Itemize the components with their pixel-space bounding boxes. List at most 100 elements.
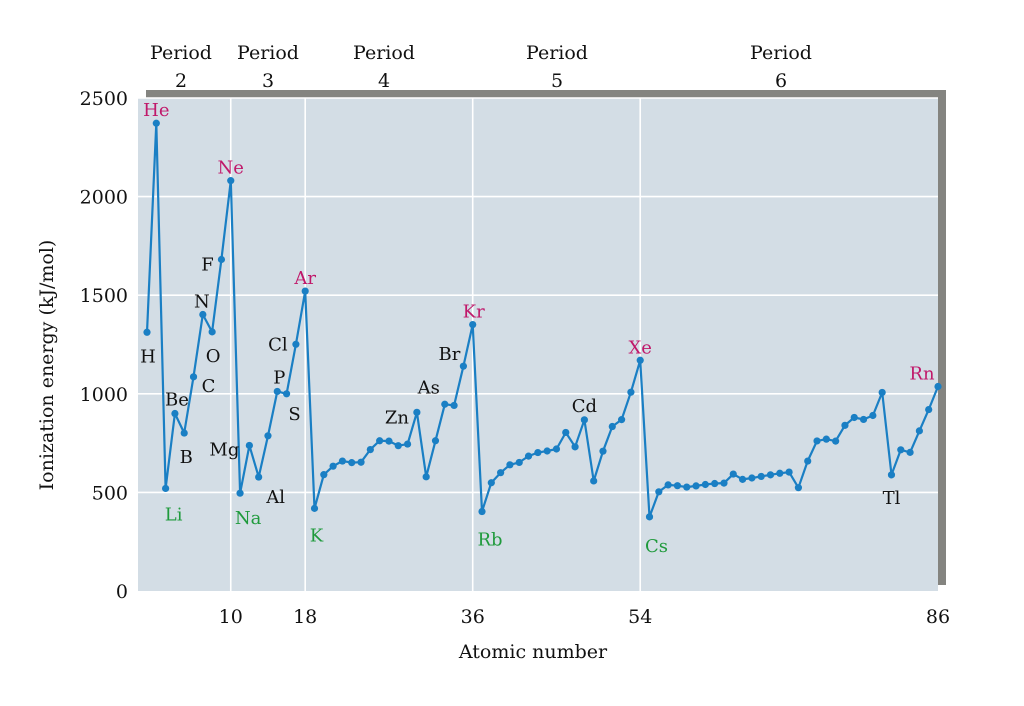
data-point xyxy=(273,387,281,396)
x-tick-label: 10 xyxy=(219,606,243,628)
data-point xyxy=(450,401,458,410)
element-label-ar: Ar xyxy=(293,268,316,289)
data-point xyxy=(329,462,337,470)
period-label-number: 2 xyxy=(175,70,187,92)
element-label-al: Al xyxy=(265,487,285,508)
data-point xyxy=(376,437,384,445)
data-point xyxy=(692,482,700,490)
data-point xyxy=(320,471,328,479)
data-point xyxy=(403,440,412,448)
element-label-he: He xyxy=(143,100,169,121)
data-point xyxy=(217,255,226,264)
data-point xyxy=(366,446,374,454)
data-point xyxy=(701,480,709,489)
element-label-c: C xyxy=(202,376,216,397)
data-point xyxy=(804,457,812,465)
data-point xyxy=(869,411,877,420)
period-label-number: 6 xyxy=(775,70,787,92)
element-label-li: Li xyxy=(165,504,183,525)
plot-background-layer xyxy=(138,90,946,591)
period-label-number: 4 xyxy=(378,70,390,92)
data-point xyxy=(571,443,579,451)
data-point xyxy=(431,437,440,445)
y-tick-label: 500 xyxy=(92,482,128,504)
y-tick-label: 2500 xyxy=(80,88,128,110)
axes-layer: Atomic number Ionization energy (kJ/mol)… xyxy=(36,88,950,663)
data-point xyxy=(841,421,849,429)
element-label-be: Be xyxy=(165,390,189,411)
element-label-kr: Kr xyxy=(463,302,485,323)
x-tick-label: 36 xyxy=(461,606,485,628)
data-point xyxy=(887,471,896,479)
data-point xyxy=(143,328,151,336)
x-tick-label: 18 xyxy=(293,606,317,628)
data-point xyxy=(608,422,616,431)
plot-area xyxy=(138,98,938,591)
data-point xyxy=(729,470,737,478)
element-label-cl: Cl xyxy=(268,334,288,355)
data-point xyxy=(552,445,561,453)
element-label-tl: Tl xyxy=(883,488,901,509)
data-point xyxy=(878,388,886,397)
data-point xyxy=(524,452,533,460)
data-point xyxy=(162,484,170,493)
data-point xyxy=(580,416,588,424)
data-point xyxy=(292,340,300,348)
element-label-f: F xyxy=(201,255,214,276)
element-label-n: N xyxy=(194,292,210,313)
data-point xyxy=(711,479,719,488)
data-point xyxy=(655,488,663,496)
x-axis-title: Atomic number xyxy=(458,641,608,663)
data-point xyxy=(394,442,402,450)
data-point xyxy=(627,388,635,396)
data-point xyxy=(906,448,914,456)
data-point xyxy=(357,458,365,466)
data-point xyxy=(748,474,756,482)
element-label-br: Br xyxy=(438,344,460,365)
period-label-word: Period xyxy=(150,42,212,64)
data-point xyxy=(618,416,626,424)
element-label-cd: Cd xyxy=(572,396,597,417)
x-tick-label: 86 xyxy=(926,606,950,628)
data-point xyxy=(422,473,430,481)
element-label-mg: Mg xyxy=(209,439,239,460)
element-label-ne: Ne xyxy=(218,158,244,179)
data-points-layer xyxy=(143,119,942,521)
element-label-s: S xyxy=(288,404,300,425)
data-point xyxy=(915,427,923,435)
data-point xyxy=(310,504,319,512)
data-point xyxy=(385,437,393,445)
element-label-p: P xyxy=(273,367,285,388)
data-point xyxy=(766,471,775,479)
data-point xyxy=(227,177,235,185)
data-point xyxy=(199,310,207,319)
data-point xyxy=(794,484,803,492)
element-label-na: Na xyxy=(235,508,262,529)
element-label-rn: Rn xyxy=(909,364,935,385)
data-point xyxy=(515,458,523,467)
element-label-xe: Xe xyxy=(628,337,651,358)
period-label-word: Period xyxy=(750,42,812,64)
data-point xyxy=(850,413,858,422)
data-point xyxy=(813,437,821,445)
element-label-b: B xyxy=(180,447,193,468)
data-point xyxy=(171,409,179,418)
period-label-word: Period xyxy=(353,42,415,64)
data-point xyxy=(348,459,356,467)
data-point xyxy=(506,461,514,469)
period-labels-layer: Period 2 Period 3 Period 4 Period 5 Period 6 xyxy=(150,42,812,92)
period-label-word: Period xyxy=(237,42,299,64)
data-point xyxy=(236,489,244,497)
element-label-h: H xyxy=(140,346,156,367)
data-point xyxy=(301,287,309,295)
data-point xyxy=(757,472,765,481)
y-axis-title: Ionization energy (kJ/mol) xyxy=(36,240,58,491)
data-point xyxy=(534,448,542,457)
data-point xyxy=(487,479,495,487)
data-point xyxy=(720,479,728,487)
data-point xyxy=(459,362,467,370)
element-label-zn: Zn xyxy=(385,407,410,428)
data-point xyxy=(934,382,942,391)
element-label-cs: Cs xyxy=(645,536,668,557)
data-point xyxy=(478,507,486,516)
